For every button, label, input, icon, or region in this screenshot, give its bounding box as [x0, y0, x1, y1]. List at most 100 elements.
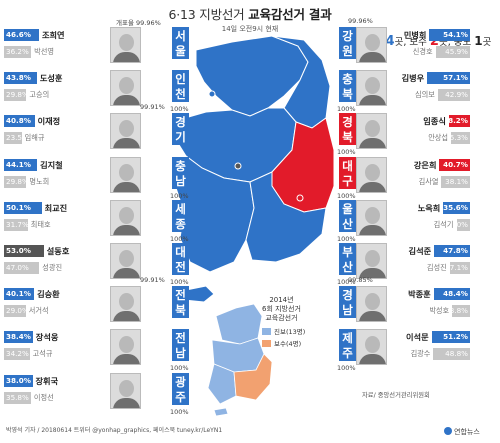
region-8-winner-name: 장석웅 — [35, 332, 59, 343]
region-15-photo-head — [365, 250, 380, 267]
region-15-winner-name: 김석준 — [408, 246, 432, 256]
region-6-runner-up-pct: 47.0% — [6, 263, 29, 272]
region-17-winner-name: 이석문 — [406, 332, 429, 343]
region-8-runner-up-bar-fill — [4, 348, 30, 361]
region-4-winner-pct: 44.1% — [6, 159, 31, 169]
region-15-tag-char-1: 부 — [342, 245, 353, 259]
region-9-tag-char-2: 주 — [175, 389, 186, 404]
region-17-photo-body — [359, 354, 386, 365]
region-12-winner-pct: 28.2% — [443, 116, 468, 126]
region-15-winner-pct: 47.8% — [443, 246, 468, 255]
region-15-tag-char-2: 산 — [342, 260, 353, 274]
region-14-runner-up-bar: 18.0% 김석기 — [368, 218, 470, 231]
region-3-winner-bar: 40.8% 이재정 — [4, 115, 106, 128]
region-4-tag-char-1: 충 — [175, 158, 186, 173]
region-4-winner-name: 김지철 — [40, 159, 63, 170]
region-14-runner-up-name: 김석기 — [433, 219, 454, 229]
region-5-winner-pct: 50.1% — [6, 202, 31, 212]
region-2-winner-pct: 43.8% — [6, 73, 31, 83]
region-7-winner-photo — [110, 286, 141, 323]
region-14-winner-bar: 35.6% 노옥희 — [368, 201, 470, 214]
region-10-tag-char-2: 원 — [342, 44, 353, 58]
region-17-winner-bar-fill — [431, 331, 470, 344]
region-11-tag-char-2: 북 — [342, 87, 353, 102]
region-5-photo-head — [119, 206, 134, 224]
region-12-winner-bar-fill — [448, 115, 470, 128]
region-1-winner-bar-fill — [4, 29, 39, 41]
map-seoul-dot — [208, 90, 216, 98]
region-14-runner-up-bar-fill — [456, 218, 470, 231]
region-12-photo-head — [365, 120, 380, 138]
region-13-winner-pct: 40.7% — [443, 159, 468, 169]
region-7-count-rate: 99.91% — [140, 276, 165, 285]
title-strong: 교육감선거 결과 — [248, 7, 332, 22]
inset-title-line1: 2014년 — [269, 296, 294, 304]
region-11-runner-up-bar-fill — [437, 89, 470, 102]
inset-north — [215, 303, 263, 345]
region-12-runner-up-pct: 25.3% — [445, 133, 468, 143]
region-2-winner-bar: 43.8% 도성훈 — [4, 72, 106, 85]
region-5-tag-char-1: 세 — [175, 201, 186, 216]
region-9-winner-pct: 38.0% — [6, 375, 31, 385]
region-16-photo-head — [365, 293, 380, 311]
title-prefix: 6·13 지방선거 — [168, 7, 245, 22]
region-2-photo-head — [119, 77, 134, 95]
region-9-winner-photo — [110, 372, 141, 409]
region-15-count-rate: 100% — [337, 278, 356, 286]
source-note: 자료/ 중앙선거관리위원회 — [362, 392, 430, 399]
region-16-runner-up-bar-fill — [452, 305, 470, 318]
region-6-runner-up-bar-fill — [4, 262, 40, 274]
region-10-winner-bar: 54.1% 민병희 — [368, 29, 470, 41]
region-10-runner-up-pct: 45.9% — [445, 47, 468, 56]
region-13-runner-up-name: 김사열 — [418, 176, 439, 186]
region-11-photo-head — [365, 77, 380, 95]
region-11-runner-up-name: 심의보 — [414, 90, 435, 100]
mainland-map — [175, 35, 335, 303]
region-1-runner-up-bar: 36.2% 박선영 — [4, 46, 106, 58]
region-6-photo-head — [119, 250, 134, 267]
region-5-runner-up-name: 최태호 — [30, 219, 51, 229]
conservative-label: 보수 — [409, 37, 427, 48]
region-7-tag-char-1: 전 — [175, 288, 186, 303]
region-6-winner-pct: 53.0% — [6, 246, 31, 255]
region-4-photo-head — [119, 163, 134, 181]
region-10-winner-photo — [356, 27, 387, 63]
region-7-runner-up-bar: 29.0% 서거석 — [4, 305, 106, 318]
region-7-photo-head — [119, 293, 134, 311]
region-3-winner-bar-fill — [4, 115, 35, 128]
legend-conservative-label: 보수(4명) — [274, 340, 302, 348]
region-7-photo-body — [113, 311, 140, 322]
region-15-runner-up-pct: 27.1% — [445, 263, 468, 272]
region-3-tag-char-1: 경 — [175, 115, 186, 130]
region-17-winner-pct: 51.2% — [443, 332, 468, 342]
region-12-runner-up-name: 안상섭 — [428, 133, 449, 143]
region-7-winner-name: 김승환 — [37, 289, 60, 300]
region-7-winner-bar: 40.1% 김승환 — [4, 288, 106, 301]
region-8-runner-up-pct: 34.2% — [6, 349, 29, 359]
region-17-winner-photo — [356, 329, 387, 366]
region-12-winner-name: 임종식 — [423, 116, 446, 127]
region-4-runner-up-bar: 29.8% 명노희 — [4, 175, 106, 188]
region-1-winner-photo — [110, 27, 141, 63]
inset-legend-progressive: 진보(13명) — [262, 326, 305, 336]
region-16-winner-bar: 48.4% 박종훈 — [368, 288, 470, 301]
region-1-runner-up-bar-fill — [4, 46, 32, 58]
region-13-winner-bar: 40.7% 강은희 — [368, 158, 470, 171]
region-16-tag-char-1: 경 — [342, 288, 353, 303]
region-2-tag-char-1: 인 — [175, 72, 186, 87]
region-8-runner-up-bar: 34.2% 고석규 — [4, 348, 106, 361]
region-3-photo-body — [113, 138, 140, 149]
region-5-runner-up-pct: 31.7% — [6, 219, 29, 229]
region-3-runner-up-bar-fill — [4, 132, 22, 145]
region-15-runner-up-bar: 27.1% 김성진 — [368, 262, 470, 274]
region-10-runner-up-name: 신경호 — [412, 47, 433, 56]
region-5-tag-char-2: 종 — [175, 216, 186, 231]
